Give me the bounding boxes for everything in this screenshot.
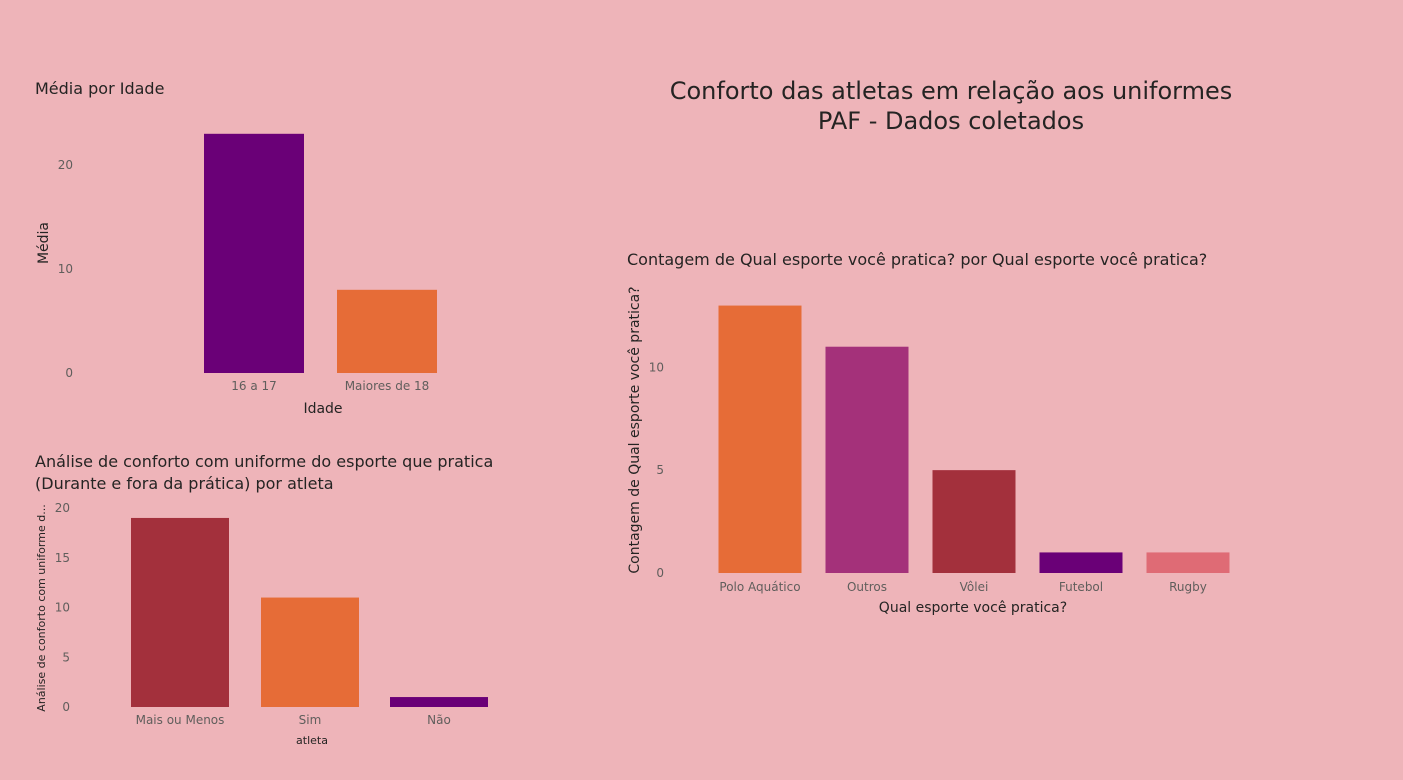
x-tick-label: Outros [847, 580, 887, 594]
chart-title-contagem-esporte: Contagem de Qual esporte você pratica? p… [627, 250, 1208, 269]
y-axis-title: Contagem de Qual esporte você pratica? [627, 286, 643, 573]
bar-polo-aqu-tico [718, 305, 802, 573]
y-tick-label: 5 [656, 463, 664, 477]
chart-contagem-esporte[interactable]: 0 5 10 Polo Aquático Outros Vôlei Futebol Rugby… [0, 0, 1300, 640]
x-tick-label: Mais ou Menos [136, 713, 225, 727]
x-tick-label: Futebol [1059, 580, 1103, 594]
x-tick-label: Polo Aquático [719, 580, 800, 594]
x-axis-title: Qual esporte você pratica? [879, 600, 1067, 616]
y-tick-label: 20 [55, 501, 70, 515]
chart-title-conforto-line1: Análise de conforto com uniforme do espo… [35, 452, 494, 471]
y-tick-label: 5 [62, 650, 70, 664]
bar-mais-ou-menos [131, 517, 229, 707]
bar-futebol [1039, 552, 1123, 573]
chart-title-media-idade: Média por Idade [35, 79, 165, 98]
bar-16-a-17 [204, 133, 304, 373]
bar-maiores-de-18 [337, 289, 437, 373]
x-axis-title: atleta [296, 734, 328, 747]
x-tick-label: 16 a 17 [231, 379, 277, 393]
y-tick-label: 0 [62, 700, 70, 714]
chart-title-conforto-line2: (Durante e fora da prática) por atleta [35, 474, 334, 493]
x-tick-label: Vôlei [960, 580, 989, 594]
y-tick-label: 10 [55, 601, 70, 615]
y-tick-label: 20 [58, 158, 73, 172]
y-tick-label: 0 [65, 366, 73, 380]
x-tick-label: Sim [299, 713, 322, 727]
y-tick-label: 0 [656, 566, 664, 580]
bar-n-o [390, 697, 488, 707]
y-axis-title: Análise de conforto com uniforme d... [35, 504, 48, 711]
x-tick-label: Não [427, 713, 451, 727]
x-tick-label: Maiores de 18 [345, 379, 430, 393]
y-axis-title: Média [36, 222, 52, 264]
x-tick-label: Rugby [1169, 580, 1207, 594]
bar-sim [261, 597, 359, 707]
bar-rugby [1146, 552, 1230, 573]
y-tick-label: 10 [649, 360, 664, 374]
x-axis-title: Idade [303, 401, 342, 417]
y-tick-label: 15 [55, 551, 70, 565]
page-title-line2: PAF - Dados coletados [817, 107, 1085, 135]
bar-v-lei [932, 470, 1016, 573]
chart-conforto-atleta[interactable]: 0 5 10 15 20 Mais ou Menos Sim Não atleta Análise… [0, 0, 580, 780]
page-title: Conforto das atletas em relação aos unif… [620, 76, 1282, 136]
page-title-line1: Conforto das atletas em relação aos unif… [669, 77, 1233, 105]
bar-outros [825, 346, 909, 573]
y-tick-label: 10 [58, 262, 73, 276]
